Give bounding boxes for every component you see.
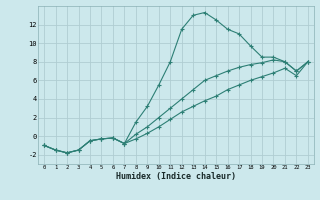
X-axis label: Humidex (Indice chaleur): Humidex (Indice chaleur) [116, 172, 236, 181]
